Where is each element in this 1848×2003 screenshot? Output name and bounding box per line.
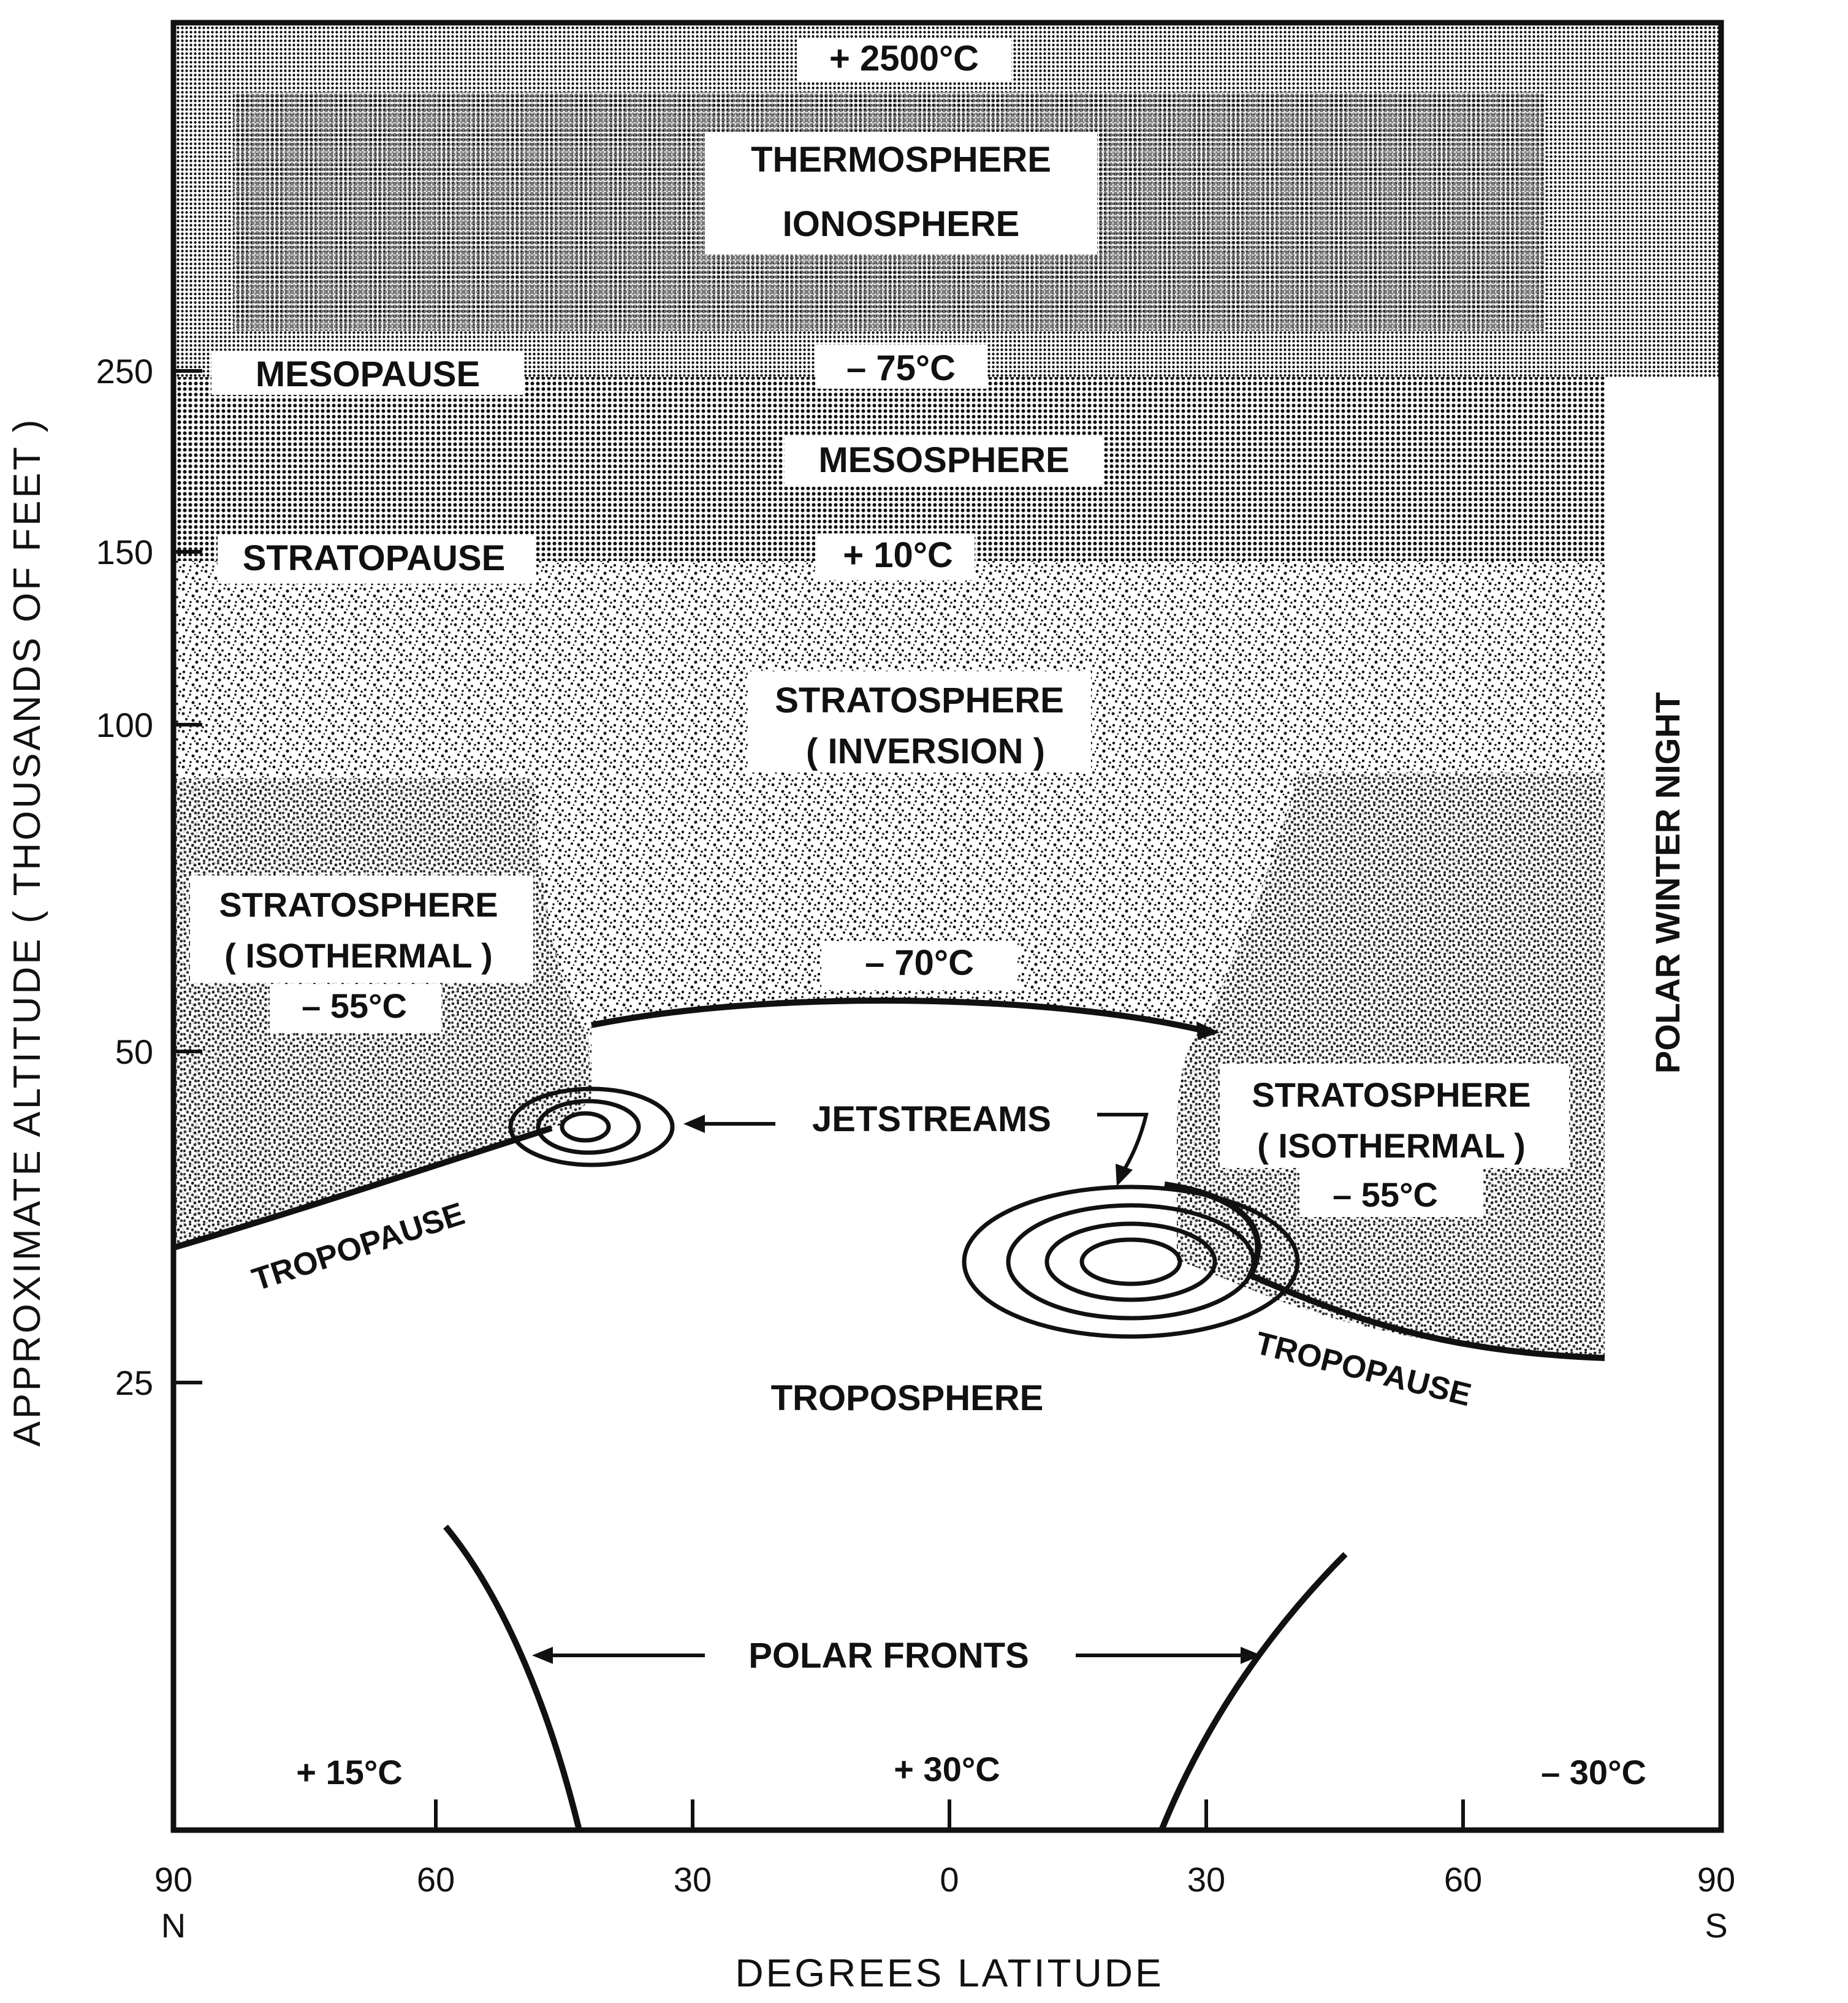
strat-isothermal-left-sublabel: ( ISOTHERMAL ): [224, 936, 493, 975]
stratopause-temp: + 10°C: [843, 535, 953, 575]
tropopause-center-arrowhead: [1196, 1021, 1220, 1040]
mesopause-label: MESOPAUSE: [256, 354, 480, 394]
surface-temp-center: + 30°C: [894, 1750, 1000, 1788]
strat-isothermal-left-temp: – 55°C: [302, 986, 407, 1025]
x-tick-label: 90: [154, 1860, 192, 1899]
strat-isothermal-left-label: STRATOSPHERE: [219, 885, 498, 924]
mesosphere-label: MESOSPHERE: [818, 440, 1069, 480]
tropopause-left-line: [172, 1125, 553, 1251]
tropopause-center-temp: – 70°C: [865, 943, 974, 983]
polar-fronts-pointer-right-head: [1241, 1647, 1261, 1664]
jetstream-left: [508, 1086, 675, 1167]
polar-front-right: [1158, 1552, 1348, 1831]
thermosphere-temp: + 2500°C: [829, 39, 979, 78]
north-label: N: [161, 1906, 186, 1945]
strat-isothermal-right-temp: – 55°C: [1333, 1175, 1438, 1214]
thermosphere-label: THERMOSPHERE: [751, 140, 1051, 180]
y-tick-label: 50: [115, 1032, 153, 1071]
y-axis-ticks: [173, 369, 202, 1384]
south-label: S: [1705, 1906, 1727, 1945]
jetstream-right: [962, 1185, 1300, 1339]
polar-thermosphere: [1605, 23, 1721, 377]
x-tick-label: 30: [1187, 1860, 1225, 1899]
x-tick-label: 90: [1697, 1860, 1735, 1899]
troposphere-label: TROPOSPHERE: [771, 1378, 1044, 1418]
jetstreams-pointer-right-head: [1116, 1164, 1133, 1186]
polar-winter-night-label: POLAR WINTER NIGHT: [1648, 692, 1687, 1074]
x-axis-title: DEGREES LATITUDE: [735, 1951, 1163, 1995]
x-axis-ticks: [434, 1799, 1465, 1830]
surface-temp-right: – 30°C: [1541, 1753, 1646, 1791]
stratosphere-inversion-label: STRATOSPHERE: [775, 681, 1064, 720]
strat-isothermal-right-label: STRATOSPHERE: [1252, 1075, 1530, 1114]
stratosphere-inversion-sublabel: ( INVERSION ): [806, 731, 1045, 771]
polar-fronts-label: POLAR FRONTS: [748, 1636, 1029, 1676]
y-tick-label: 25: [115, 1364, 153, 1402]
ionosphere-label: IONOSPHERE: [783, 204, 1020, 244]
y-tick-label: 100: [96, 706, 153, 744]
mesopause-temp: – 75°C: [846, 348, 956, 388]
polar-front-left: [443, 1524, 582, 1831]
surface-temp-left: + 15°C: [296, 1753, 402, 1791]
y-tick-label: 250: [96, 352, 153, 391]
strat-isothermal-right-sublabel: ( ISOTHERMAL ): [1257, 1126, 1526, 1165]
x-tick-label: 60: [417, 1860, 455, 1899]
x-tick-label: 60: [1444, 1860, 1482, 1899]
x-tick-label: 30: [674, 1860, 712, 1899]
jetstreams-pointer-right: [1097, 1113, 1149, 1175]
jetstreams-label: JETSTREAMS: [812, 1099, 1051, 1139]
polar-fronts-pointer-left-head: [532, 1647, 553, 1664]
plot-frame: [170, 20, 1724, 1833]
stratopause-label: STRATOPAUSE: [243, 538, 506, 578]
jetstreams-pointer-left-head: [683, 1115, 705, 1133]
x-tick-label: 0: [940, 1860, 959, 1899]
tropopause-center-line: [591, 997, 1203, 1033]
y-axis-title: APPROXIMATE ALTITUDE ( THOUSANDS OF FEET…: [6, 417, 48, 1446]
y-tick-label: 150: [96, 533, 153, 571]
